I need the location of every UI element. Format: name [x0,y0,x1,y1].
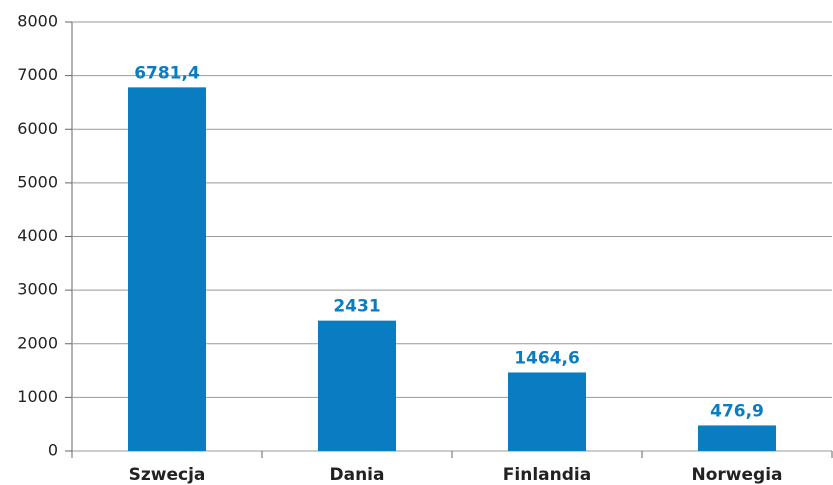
y-tick-label: 0 [48,441,58,460]
value-label: 6781,4 [134,63,200,83]
bar [318,320,396,451]
bar [128,87,206,452]
y-tick-label: 5000 [17,172,58,191]
y-tick-label: 3000 [17,280,58,299]
y-tick-label: 7000 [17,65,58,84]
value-label: 1464,6 [514,348,580,368]
y-tick-label: 2000 [17,333,58,352]
x-tick-label: Finlandia [503,465,591,485]
bar [698,425,776,451]
x-tick-label: Szwecja [129,465,206,485]
y-tick-label: 4000 [17,226,58,245]
value-label: 2431 [333,297,380,317]
x-tick-label: Dania [330,465,385,485]
bar [508,372,586,451]
y-tick-label: 8000 [17,12,58,31]
x-tick-label: Norwegia [692,465,783,485]
y-tick-label: 1000 [17,387,58,406]
value-label: 476,9 [710,401,764,421]
y-tick-label: 6000 [17,119,58,138]
